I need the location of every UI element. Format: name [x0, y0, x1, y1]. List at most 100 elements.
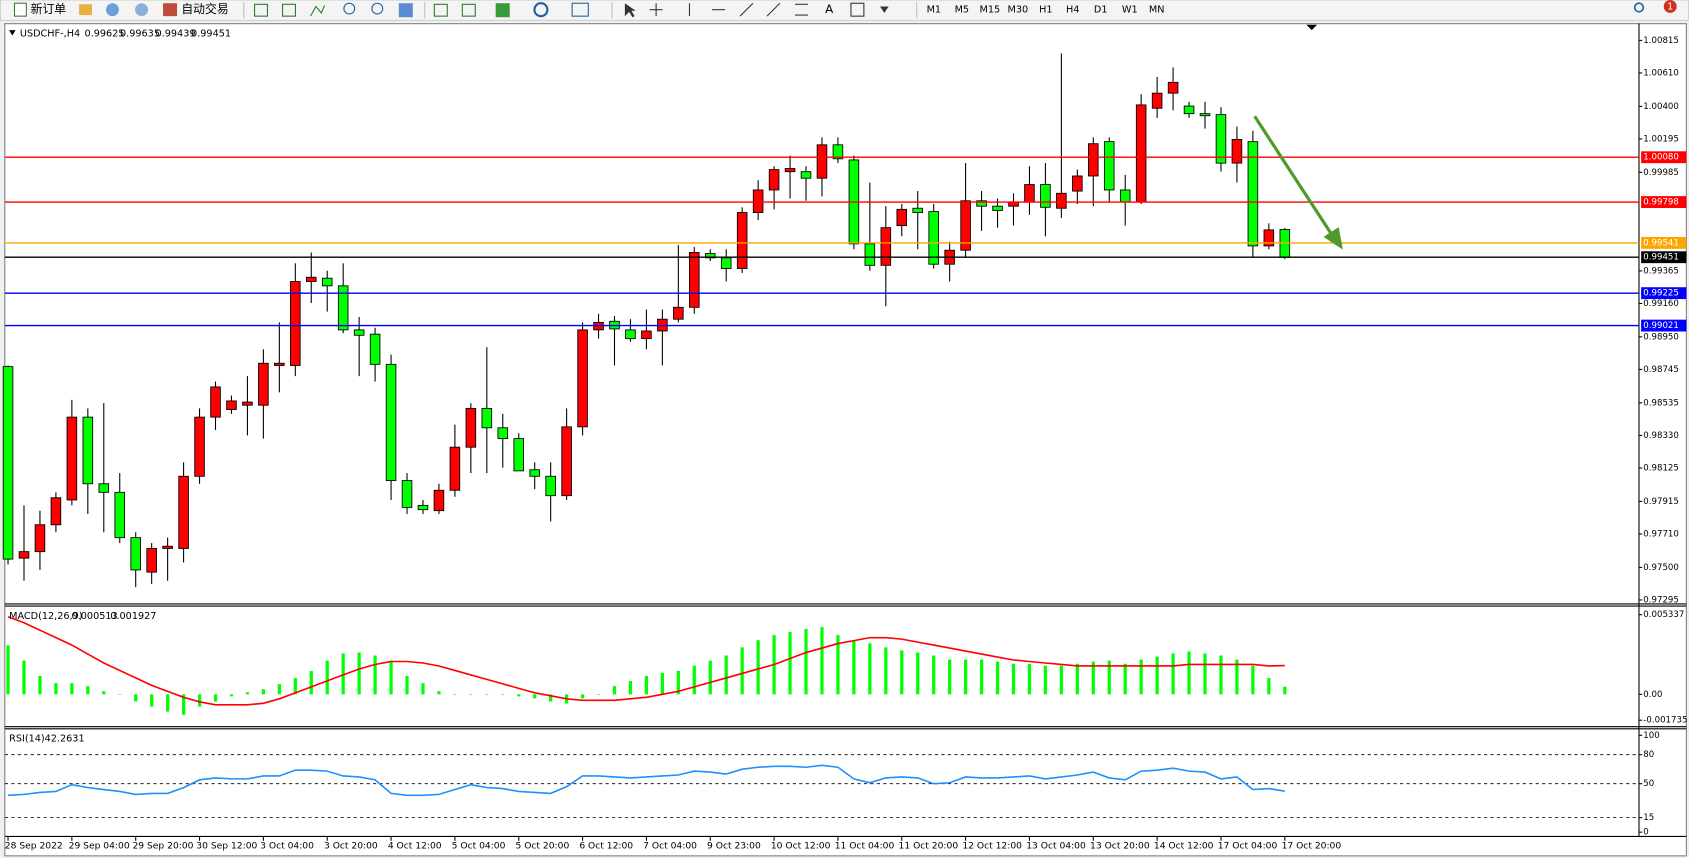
level-label-bg — [1641, 151, 1687, 164]
candle-body — [545, 475, 556, 497]
level-label: 0.99798 — [1643, 198, 1679, 208]
y-tick-label: 1.00815 — [1643, 36, 1679, 46]
timeframe-button[interactable]: M30 — [1007, 5, 1028, 16]
arrows-tool[interactable] — [880, 6, 889, 13]
y-tick-label: 0.99160 — [1643, 299, 1679, 309]
macd-bar — [549, 694, 553, 702]
candle-body — [1135, 104, 1147, 203]
macd-bar — [836, 635, 840, 695]
bar-chart-icon[interactable] — [254, 3, 269, 17]
candle-body — [1151, 92, 1163, 109]
macd-bar — [6, 645, 10, 695]
candle-body — [784, 168, 796, 173]
x-tick-label: 13 Oct 20:00 — [1090, 842, 1150, 852]
auto-trading-icon[interactable] — [163, 3, 178, 17]
timeframe-button[interactable]: M15 — [980, 5, 1001, 16]
macd-bar — [963, 659, 968, 695]
trendline-icon[interactable] — [739, 2, 754, 17]
alerts-badge[interactable] — [1663, 0, 1677, 13]
candle-body — [497, 427, 509, 440]
y-tick-label: 0.97710 — [1643, 529, 1679, 539]
macd-bar — [469, 694, 473, 695]
candle-body — [465, 407, 477, 448]
new-order-icon[interactable] — [13, 2, 27, 17]
macd-bar — [1123, 663, 1127, 695]
macd-bar — [692, 665, 696, 695]
candle-body — [2, 366, 14, 560]
toolbar: 新订单 自动交易 A M1 M5 M15 M30 H1 H4 D1 W1 MN — [0, 0, 1689, 21]
macd-bar — [501, 694, 505, 695]
candle-body — [162, 545, 173, 549]
candle-body — [736, 212, 748, 269]
zoom-out-icon[interactable] — [371, 2, 384, 15]
y-tick-label: 1.00400 — [1643, 102, 1679, 112]
timeframe-button[interactable]: MN — [1149, 5, 1165, 16]
auto-trading-button[interactable]: 自动交易 — [181, 2, 228, 16]
indicators-icon[interactable] — [495, 3, 510, 18]
macd-bar — [740, 647, 744, 695]
macd-bar — [644, 675, 649, 695]
macd-bar — [820, 627, 824, 695]
y-tick-label: 0.98330 — [1643, 431, 1679, 441]
timeframe-button[interactable]: D1 — [1094, 5, 1108, 16]
chart-title: USDCHF-,H4 — [20, 28, 80, 39]
timeframe-button[interactable]: M1 — [927, 5, 942, 16]
x-tick-label: 17 Oct 04:00 — [1218, 842, 1278, 852]
new-order-button[interactable]: 新订单 — [31, 2, 67, 16]
macd-bar — [453, 694, 457, 695]
level-label: 0.99541 — [1643, 238, 1679, 248]
candle-body — [928, 211, 939, 265]
macd-bar — [868, 643, 872, 695]
y-tick-label: 0.99365 — [1643, 266, 1679, 276]
label-tool[interactable] — [850, 2, 865, 17]
ohlc-value: 0.99625 — [84, 28, 124, 39]
candle-body — [1263, 229, 1275, 247]
candle-body — [529, 469, 540, 477]
candle-body — [449, 446, 461, 491]
candle-body — [768, 169, 780, 191]
cursor-icon[interactable] — [624, 3, 636, 18]
candle-body — [1103, 141, 1115, 191]
tool-icon[interactable] — [79, 4, 93, 16]
timeframe-button[interactable]: M5 — [955, 5, 970, 16]
macd-bar — [995, 661, 1000, 695]
y-tick-label: 0.98125 — [1643, 464, 1679, 474]
candle-body — [290, 281, 301, 366]
macd-bar — [485, 694, 489, 695]
macd-bar — [437, 691, 441, 695]
candle-body — [66, 416, 78, 501]
templates-icon[interactable] — [571, 2, 589, 17]
timeframes: M1 M5 M15 M30 H1 H4 D1 W1 MN — [927, 5, 1165, 16]
line-chart-icon[interactable] — [310, 5, 326, 17]
macd-bar — [1075, 663, 1079, 695]
timeframe-button[interactable]: H1 — [1039, 5, 1052, 16]
timeframe-button[interactable]: H4 — [1066, 5, 1079, 16]
text-tool[interactable]: A — [825, 2, 833, 16]
zoom-in-icon[interactable] — [343, 2, 356, 15]
search-icon[interactable] — [1633, 2, 1645, 13]
candle-body — [1040, 184, 1051, 208]
x-tick-label: 30 Sep 12:00 — [196, 842, 257, 852]
shift-icon[interactable] — [461, 3, 476, 17]
candle-chart-icon[interactable] — [282, 3, 297, 17]
candle-body — [146, 548, 157, 573]
level-label-bg — [1641, 196, 1687, 208]
candle-body — [1024, 184, 1035, 203]
candle-body — [369, 333, 381, 365]
macd-bar — [1171, 653, 1175, 695]
alerts-count: 1 — [1667, 1, 1673, 12]
candle-body — [50, 497, 62, 526]
scroll-icon[interactable] — [433, 3, 448, 17]
macd-bar — [277, 684, 281, 695]
macd-bar — [884, 647, 888, 695]
channel-icon[interactable] — [766, 2, 781, 17]
trend-arrow — [1253, 115, 1335, 238]
tool-icon[interactable] — [105, 3, 119, 17]
timeframe-button[interactable]: W1 — [1122, 5, 1138, 16]
periods-icon[interactable] — [533, 2, 549, 18]
candle-body — [864, 243, 876, 266]
tile-icon[interactable] — [398, 3, 413, 18]
tool-icon[interactable] — [135, 3, 148, 17]
macd-bar — [612, 686, 617, 695]
